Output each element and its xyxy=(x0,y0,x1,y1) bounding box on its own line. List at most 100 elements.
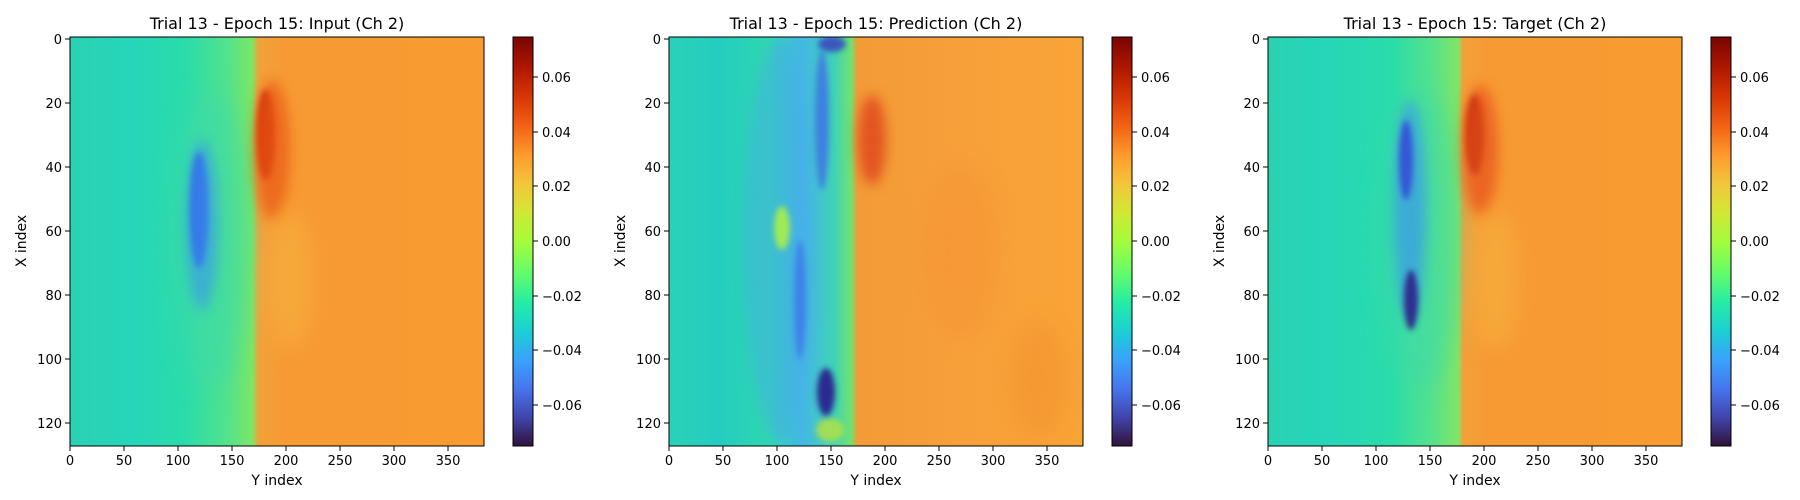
x-tick-label: 0 xyxy=(66,454,74,469)
panel-input: Trial 13 - Epoch 15: Input (Ch 2) 0 50 1… xyxy=(14,14,582,489)
y-tick-label: 120 xyxy=(1235,417,1260,432)
x-tick-label: 50 xyxy=(116,454,133,469)
x-tick: 250 xyxy=(1526,446,1550,469)
x-axis: 0 50 100 150 200 250 300 350 Y index xyxy=(66,446,461,489)
x-tick-label: 200 xyxy=(274,454,299,469)
min-vortex-halo xyxy=(186,140,218,310)
texture-patch xyxy=(920,160,1000,340)
colorbar: 0.06 0.04 0.02 0.00 −0.02 −0.04 −0.06 xyxy=(512,36,582,447)
y-tick-label: 20 xyxy=(45,97,62,112)
x-tick-label: 0 xyxy=(1264,454,1272,469)
green-blob xyxy=(816,418,844,442)
colorbar-tick-label: −0.04 xyxy=(542,344,582,359)
y-tick: 20 xyxy=(644,97,669,112)
y-tick: 100 xyxy=(37,353,70,368)
x-axis-label: Y index xyxy=(250,473,302,489)
x-tick-label: 200 xyxy=(1472,454,1497,469)
x-tick-label: 200 xyxy=(873,454,898,469)
x-tick: 250 xyxy=(927,446,951,469)
x-axis: 0 50 100 150 200 250 300 350 Y index xyxy=(1264,446,1659,489)
panel-title: Trial 13 - Epoch 15: Target (Ch 2) xyxy=(1343,14,1607,33)
y-tick-label: 80 xyxy=(1243,289,1260,304)
x-tick-label: 250 xyxy=(328,454,353,469)
colorbar-tick-label: 0.04 xyxy=(542,126,571,141)
y-tick: 120 xyxy=(37,417,70,432)
x-axis-label: Y index xyxy=(849,473,901,489)
heatmap-image xyxy=(1268,37,1682,446)
x-tick: 100 xyxy=(166,446,190,469)
top-vortex xyxy=(818,37,846,52)
y-tick-label: 120 xyxy=(636,417,661,432)
y-tick: 80 xyxy=(45,289,70,304)
x-tick: 0 xyxy=(66,446,74,469)
y-tick: 0 xyxy=(653,33,669,48)
panel-target: Trial 13 - Epoch 15: Target (Ch 2) 0 50 … xyxy=(1212,14,1780,489)
colorbar-tick-label: −0.02 xyxy=(1740,290,1780,305)
colorbar-tick-label: 0.02 xyxy=(1740,180,1769,195)
noise-streak xyxy=(794,240,806,360)
x-tick: 50 xyxy=(116,446,133,469)
colorbar-tick: −0.04 xyxy=(1731,344,1780,359)
y-tick-label: 60 xyxy=(644,225,661,240)
y-tick-label: 20 xyxy=(1243,97,1260,112)
y-axis: 0 20 40 60 80 100 120 X index xyxy=(1212,33,1268,432)
colorbar-gradient xyxy=(1111,36,1133,447)
max-peak xyxy=(858,95,886,185)
x-axis: 0 50 100 150 200 250 300 350 Y index xyxy=(665,446,1059,489)
y-tick: 80 xyxy=(1243,289,1268,304)
colorbar-tick: −0.06 xyxy=(1731,399,1780,414)
heatmap-image xyxy=(70,37,484,446)
x-tick: 50 xyxy=(1314,446,1331,469)
colorbar-tick: −0.06 xyxy=(533,399,582,414)
colorbar-tick: −0.02 xyxy=(1731,290,1780,305)
colorbar-tick-label: −0.06 xyxy=(1740,399,1780,414)
x-tick-label: 150 xyxy=(1418,454,1443,469)
colorbar-tick: 0.04 xyxy=(533,126,571,141)
y-tick-label: 0 xyxy=(54,33,62,48)
y-tick-label: 100 xyxy=(636,353,661,368)
colorbar-tick-label: −0.06 xyxy=(542,399,582,414)
y-tick: 100 xyxy=(636,353,669,368)
colorbar-tick-label: 0.00 xyxy=(1740,235,1769,250)
colorbar-tick-label: 0.04 xyxy=(1141,126,1170,141)
colorbar-tick: 0.02 xyxy=(533,180,571,195)
panel-title: Trial 13 - Epoch 15: Input (Ch 2) xyxy=(149,14,405,33)
y-tick-label: 100 xyxy=(37,353,62,368)
x-tick-label: 300 xyxy=(382,454,407,469)
x-tick: 200 xyxy=(1472,446,1497,469)
colorbar-tick: 0.02 xyxy=(1132,180,1170,195)
y-tick-label: 0 xyxy=(653,33,661,48)
colorbar-tick-label: 0.06 xyxy=(1141,71,1170,86)
colorbar: 0.06 0.04 0.02 0.00 −0.02 −0.04 −0.06 xyxy=(1710,36,1780,447)
x-tick-label: 350 xyxy=(1634,454,1659,469)
texture-patch xyxy=(1010,320,1070,440)
colorbar-tick: 0.06 xyxy=(533,71,571,86)
x-tick-label: 100 xyxy=(1364,454,1389,469)
colorbar-tick-label: −0.02 xyxy=(542,290,582,305)
x-tick: 300 xyxy=(1580,446,1604,469)
colorbar-tick: −0.02 xyxy=(533,290,582,305)
y-tick: 40 xyxy=(644,161,669,176)
y-tick-label: 40 xyxy=(1243,161,1260,176)
colorbar-tick: 0.02 xyxy=(1731,180,1769,195)
colorbar-tick: 0.06 xyxy=(1731,71,1769,86)
x-tick-label: 150 xyxy=(819,454,844,469)
x-tick: 150 xyxy=(220,446,244,469)
x-tick-label: 50 xyxy=(1314,454,1331,469)
y-tick: 20 xyxy=(45,97,70,112)
x-tick-label: 350 xyxy=(436,454,461,469)
panel-title: Trial 13 - Epoch 15: Prediction (Ch 2) xyxy=(729,14,1023,33)
y-axis: 0 20 40 60 80 100 120 X index xyxy=(613,33,669,432)
y-tick-label: 80 xyxy=(644,289,661,304)
colorbar-tick-label: −0.04 xyxy=(1141,344,1181,359)
colorbar-tick-label: −0.04 xyxy=(1740,344,1780,359)
colorbar-tick-label: 0.00 xyxy=(542,235,571,250)
colorbar-tick: 0.00 xyxy=(1132,235,1170,250)
y-tick: 0 xyxy=(1252,33,1268,48)
colorbar-tick-label: 0.02 xyxy=(1141,180,1170,195)
y-tick-label: 100 xyxy=(1235,353,1260,368)
y-tick: 0 xyxy=(54,33,70,48)
x-tick: 350 xyxy=(1634,446,1659,469)
colorbar-tick-label: −0.06 xyxy=(1141,399,1181,414)
